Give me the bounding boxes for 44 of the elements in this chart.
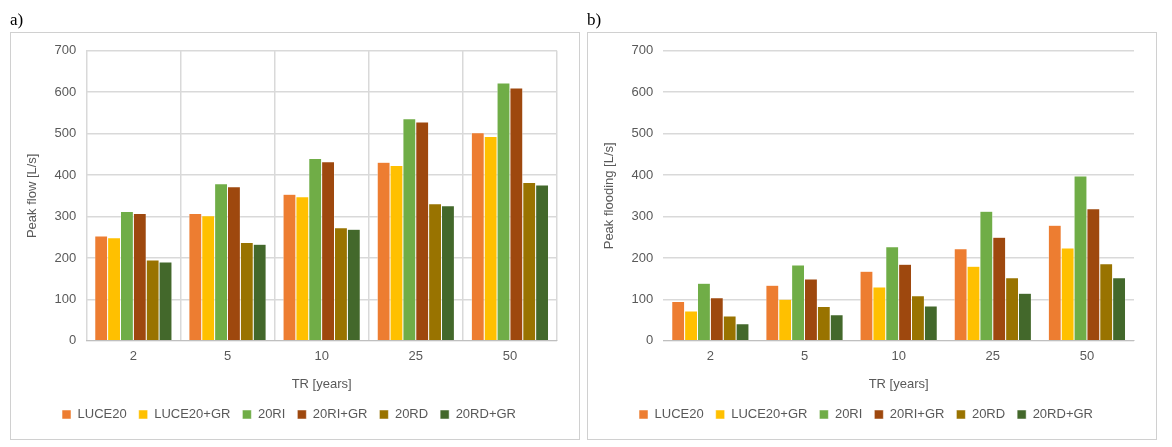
y-tick-label: 600 — [54, 83, 77, 99]
x-tick-label: 50 — [1079, 348, 1095, 364]
legend-label: LUCE20+GR — [154, 406, 231, 422]
y-tick-label: 600 — [631, 83, 654, 99]
y-tick-label: 700 — [631, 42, 654, 58]
y-tick-label: 200 — [631, 249, 654, 265]
legend-label: 20RI — [834, 406, 863, 422]
x-tick-label: 25 — [408, 348, 424, 364]
legend-label: LUCE20 — [654, 406, 704, 422]
y-axis-title: Peak flow [L/s] — [24, 153, 40, 239]
legend-label: LUCE20+GR — [731, 406, 808, 422]
y-tick-label: 300 — [631, 208, 654, 224]
x-tick-label: 50 — [502, 348, 518, 364]
chart-title: a) — [10, 9, 25, 31]
legend-label: 20RD — [971, 406, 1006, 422]
y-tick-label: 200 — [54, 249, 77, 265]
x-tick-label: 10 — [314, 348, 329, 364]
y-tick-label: 500 — [631, 125, 654, 141]
legend-label: 20RD+GR — [1032, 406, 1093, 422]
y-tick-label: 300 — [54, 208, 77, 224]
y-tick-label: 100 — [54, 290, 77, 306]
x-axis-title: TR [years] — [291, 375, 352, 391]
y-axis-title: Peak flooding [L/s] — [601, 142, 617, 250]
x-tick-label: 2 — [129, 348, 137, 364]
legend-label: 20RI+GR — [312, 406, 368, 422]
legend-label: 20RI — [257, 406, 286, 422]
x-tick-label: 5 — [800, 348, 809, 364]
y-tick-label: 100 — [631, 290, 654, 306]
legend-label: 20RD+GR — [455, 406, 516, 422]
legend-label: LUCE20 — [77, 406, 127, 422]
y-tick-label: 400 — [54, 166, 77, 182]
x-tick-label: 10 — [891, 348, 906, 364]
x-axis-title: TR [years] — [868, 375, 929, 391]
y-tick-label: 500 — [54, 125, 77, 141]
y-tick-label: 700 — [54, 42, 77, 58]
legend-label: 20RD — [394, 406, 429, 422]
x-tick-label: 5 — [223, 348, 232, 364]
y-tick-label: 0 — [646, 332, 654, 348]
x-tick-label: 2 — [706, 348, 714, 364]
y-tick-label: 0 — [69, 332, 77, 348]
legend-label: 20RI+GR — [889, 406, 945, 422]
chart-title: b) — [587, 9, 603, 31]
x-tick-label: 25 — [985, 348, 1001, 364]
y-tick-label: 400 — [631, 166, 654, 182]
